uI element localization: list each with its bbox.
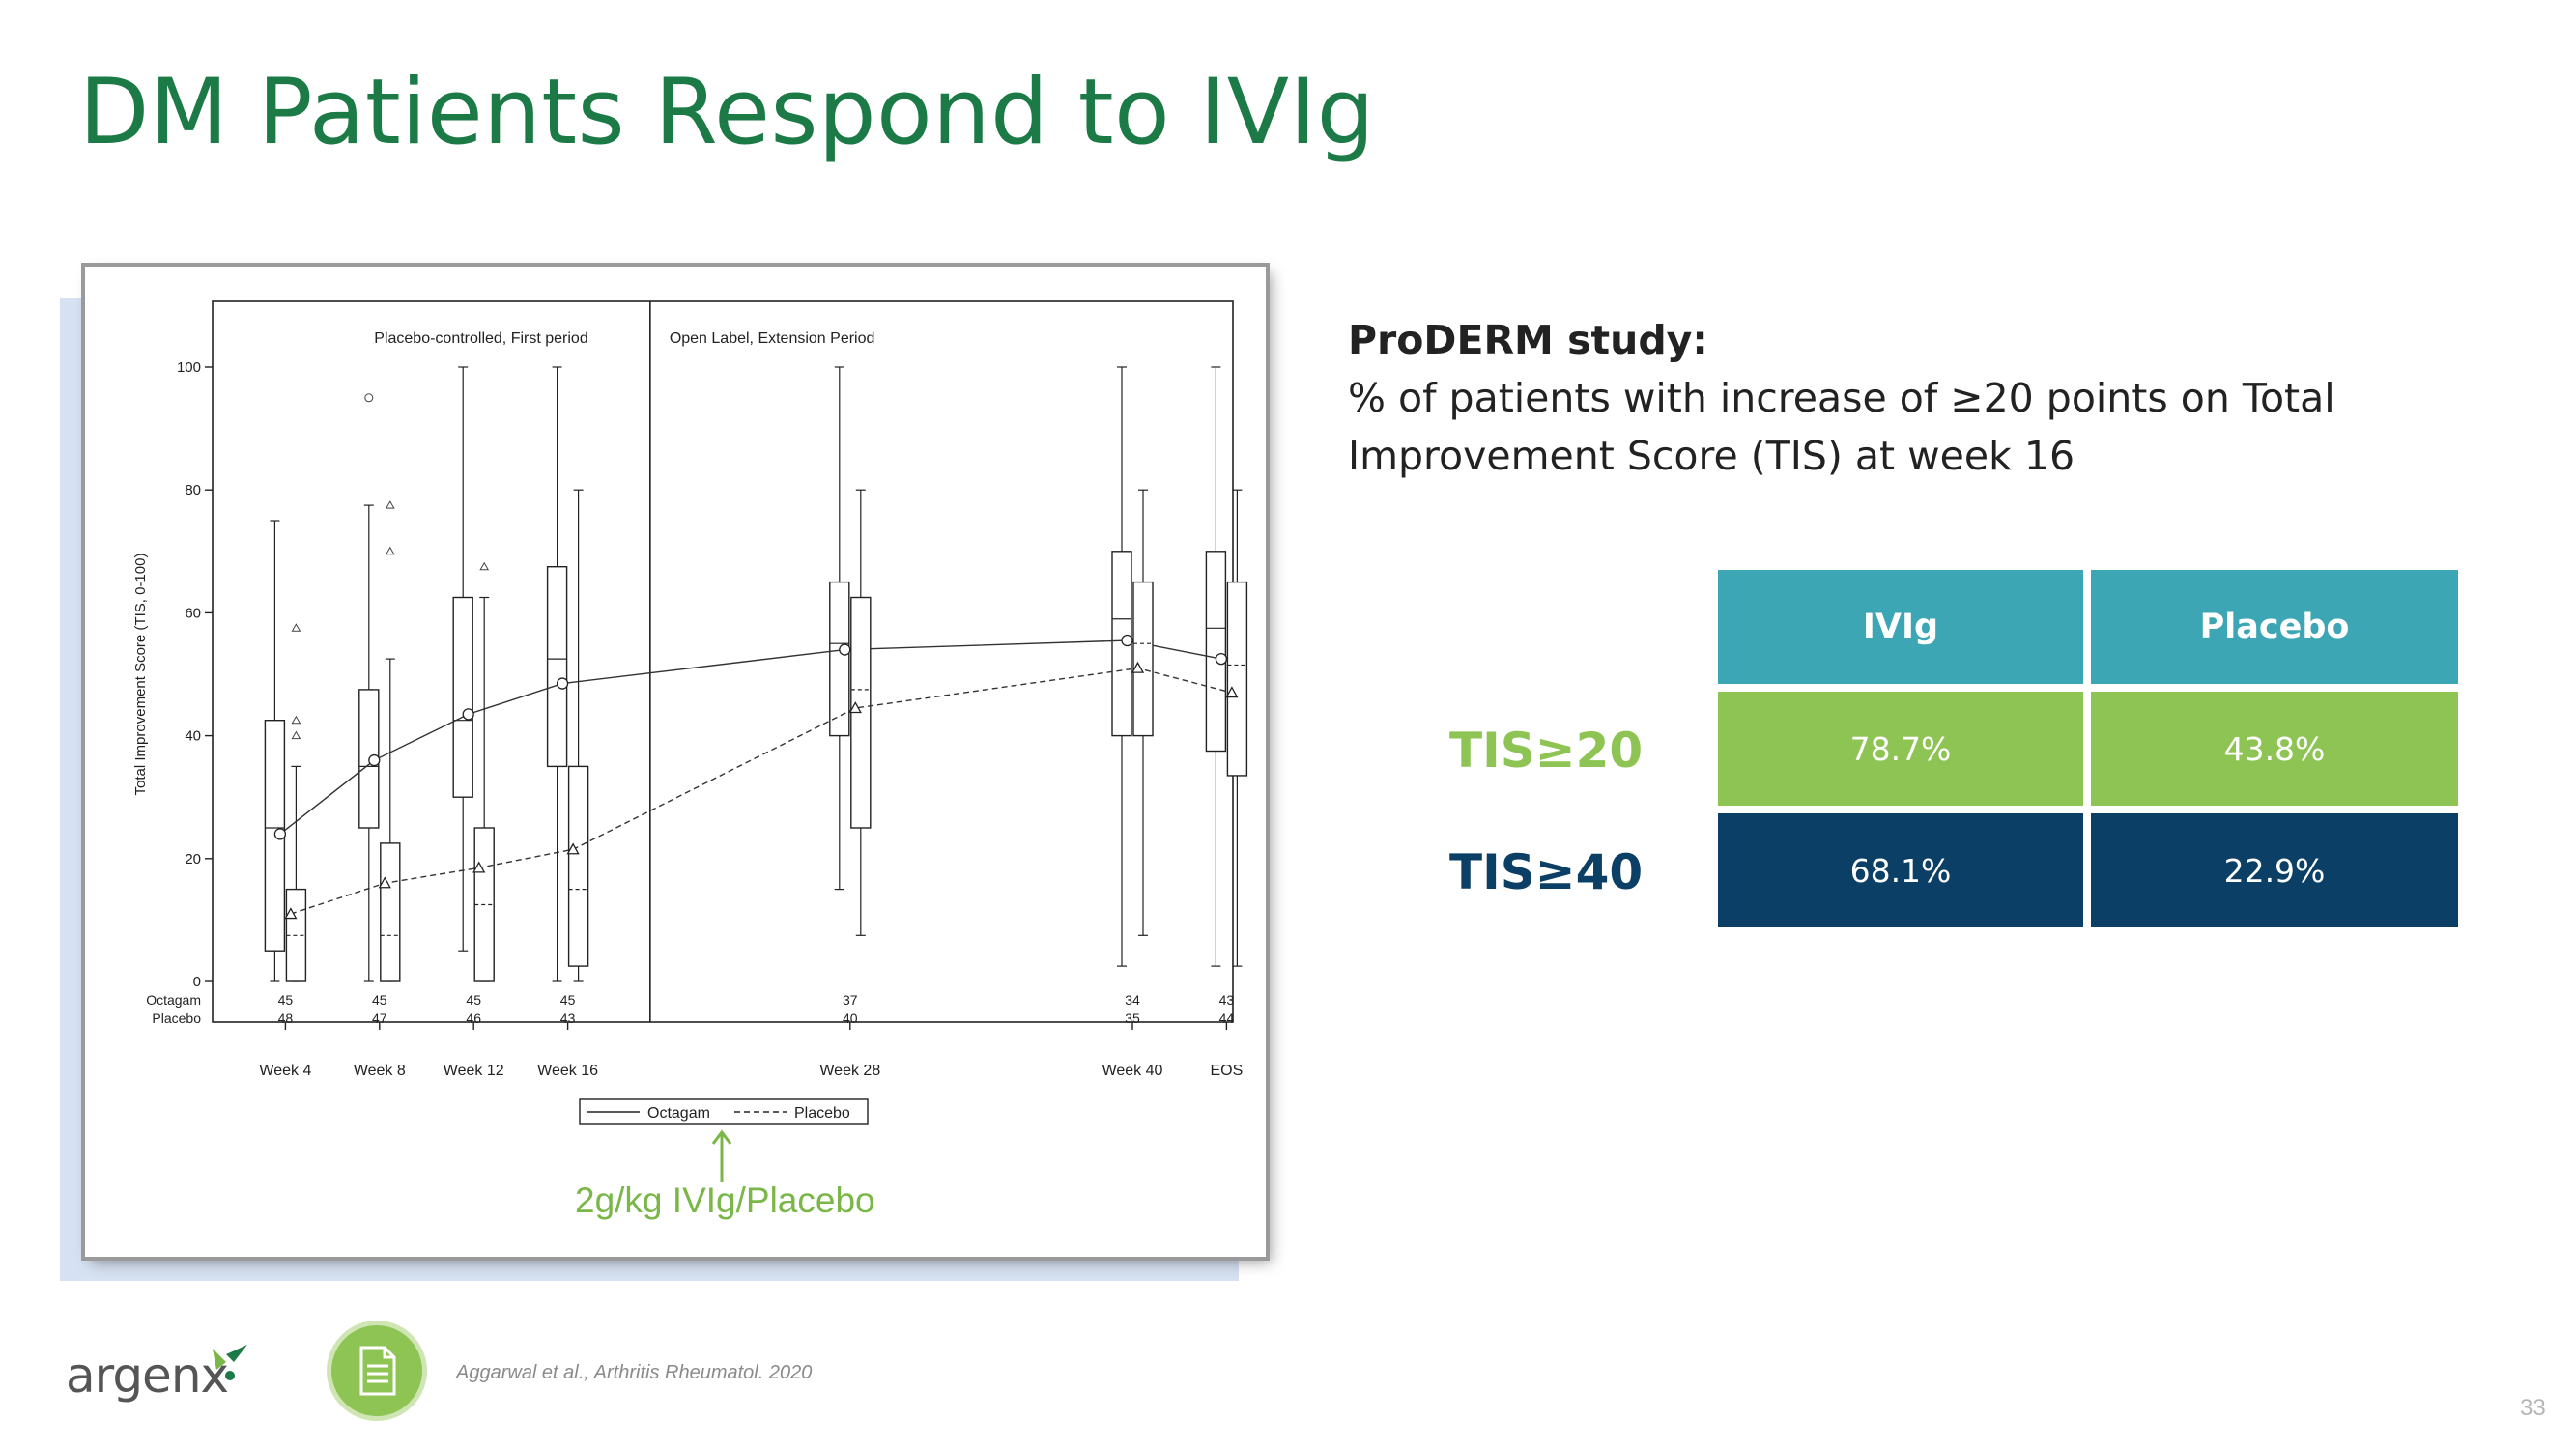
mean-marker-octagam [273,828,287,840]
legend-label-octagam: Octagam [647,1105,710,1122]
page-number: 33 [2520,1395,2546,1421]
box-iqr [567,765,589,967]
outlier-point [291,730,301,740]
n-placebo: 47 [372,1010,387,1026]
figure-card: Placebo-controlled, First period Open Lab… [85,267,1266,1257]
mean-marker-placebo [1225,686,1239,698]
row-label-tis20: TIS≥20 [1449,723,1644,779]
period-label-first: Placebo-controlled, First period [374,330,587,347]
n-octagam: 37 [843,992,858,1008]
cell-tis20-placebo: 43.8% [2091,692,2458,806]
n-octagam: 45 [466,992,481,1008]
box-iqr [380,842,401,982]
n-octagam: 34 [1125,992,1140,1008]
box-iqr [1132,581,1154,737]
outlier-point [364,393,374,403]
box-iqr [1226,581,1248,777]
n-placebo: 44 [1219,1010,1235,1026]
study-summary: ProDERM study: % of patients with increa… [1348,311,2411,485]
n-octagam: 45 [560,992,576,1008]
n-octagam: 45 [278,992,294,1008]
outlier-point [385,546,395,555]
mean-marker-placebo [1131,661,1145,673]
argenx-logo: argenx [66,1348,229,1404]
mean-marker-octagam [462,708,474,721]
mean-marker-octagam [368,753,381,767]
period-label-extension: Open Label, Extension Period [670,330,875,347]
n-octagam: 45 [372,992,387,1008]
x-tick-label: Week 4 [259,1063,311,1079]
argenx-mark-icon [213,1345,247,1380]
study-description: % of patients with increase of ≥20 point… [1348,375,2335,479]
mean-marker-octagam [1121,634,1133,647]
document-icon [327,1321,427,1421]
plot-frame [212,300,1234,1023]
box-iqr [1205,551,1227,753]
mean-marker-placebo [378,876,391,889]
y-tick-label: 100 [177,359,201,376]
mean-marker-octagam [1215,652,1228,666]
slide-title: DM Patients Respond to IVIg [79,60,1375,165]
study-heading: ProDERM study: [1348,317,1708,363]
x-tick-label: Week 40 [1102,1063,1163,1079]
mean-marker-placebo [566,842,580,855]
mean-line-octagam [279,639,1222,835]
box-iqr [829,581,850,737]
mean-marker-octagam [839,643,851,656]
dose-annotation: 2g/kg IVIg/Placebo [575,1180,875,1220]
y-tick-label: 80 [185,482,201,498]
outlier-point [385,500,395,509]
outlier-point [479,561,490,571]
n-placebo: 46 [466,1010,481,1026]
n-placebo: 48 [278,1010,294,1026]
n-placebo: 40 [843,1010,858,1026]
n-placebo: 35 [1125,1010,1140,1026]
x-tick-label: Week 28 [819,1063,880,1079]
mean-marker-placebo [284,907,298,920]
n-placebo: 43 [560,1010,576,1026]
box-iqr [452,596,473,798]
n-row-label-placebo: Placebo [152,1010,201,1026]
tis-boxplot-chart: Placebo-controlled, First period Open Lab… [132,300,1248,1125]
citation: Aggarwal et al., Arthritis Rheumatol. 20… [456,1362,813,1383]
n-row-label-octagam: Octagam [146,992,201,1008]
y-tick-label: 60 [185,605,201,621]
y-tick-label: 20 [185,851,201,867]
cell-tis40-placebo: 22.9% [2091,813,2458,927]
legend-label-placebo: Placebo [794,1105,850,1122]
mean-line-placebo [290,667,1233,915]
header-placebo: Placebo [2091,570,2458,684]
cell-tis20-ivig: 78.7% [1718,692,2083,806]
up-arrow-icon [711,1129,732,1182]
mean-marker-octagam [556,677,569,690]
n-octagam: 43 [1219,992,1235,1008]
outlier-point [291,715,301,724]
outlier-point [291,623,301,632]
x-tick-label: Week 16 [537,1063,598,1079]
x-tick-label: Week 8 [354,1063,406,1079]
cell-tis40-ivig: 68.1% [1718,813,2083,927]
y-tick-label: 0 [193,974,201,990]
mean-marker-placebo [472,861,486,873]
x-tick-label: Week 12 [444,1063,504,1079]
box-iqr [546,566,568,768]
header-ivig: IVIg [1718,570,2083,684]
y-tick-label: 40 [185,728,201,745]
mean-marker-placebo [848,701,862,714]
y-axis-label: Total Improvement Score (TIS, 0-100) [132,554,149,796]
x-tick-label: EOS [1211,1063,1244,1079]
row-label-tis40: TIS≥40 [1449,844,1644,900]
